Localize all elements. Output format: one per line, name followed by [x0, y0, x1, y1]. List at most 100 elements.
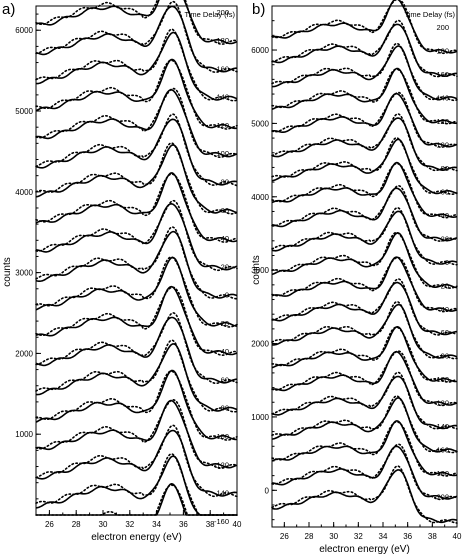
- delay-label: - 20: [216, 319, 229, 328]
- y-tick-label: 5000: [251, 119, 269, 128]
- trace-model-17: [271, 395, 458, 454]
- trace-model-19: [271, 443, 458, 501]
- delay-label: -140: [434, 422, 449, 431]
- delay-label: - 20: [436, 281, 449, 290]
- panel-label: a): [2, 1, 15, 18]
- trace-measured-7: [271, 161, 458, 218]
- legend-title: Time Delay (fs): [404, 10, 455, 19]
- x-tick-label: 26: [45, 520, 54, 529]
- delay-label: 100: [216, 149, 229, 158]
- delay-label: 40: [441, 211, 449, 220]
- plot-frame: [271, 5, 458, 528]
- y-tick-label: 1000: [15, 430, 33, 439]
- trace-model-15: [35, 398, 238, 470]
- delay-label: 180: [436, 46, 449, 55]
- delay-label: 80: [221, 177, 229, 186]
- delay-label: - 80: [216, 404, 229, 413]
- x-tick-label: 32: [125, 520, 134, 529]
- y-tick-label: 1000: [251, 413, 269, 422]
- delay-label: 60: [221, 206, 229, 215]
- trace-measured-16: [35, 429, 238, 497]
- delay-label: 120: [216, 121, 229, 130]
- delay-label: 20: [441, 234, 449, 243]
- y-tick-label: 2000: [251, 340, 269, 349]
- trace-model-0: [35, 0, 238, 45]
- delay-label: 160: [436, 70, 449, 79]
- delay-label: 80: [441, 164, 449, 173]
- trace-measured-6: [271, 138, 458, 195]
- chart-panel-b: b)26 28 30 32 34 36 38 400100020003000400050006…: [251, 0, 462, 555]
- trace-model-4: [35, 87, 238, 158]
- trace-measured-5: [271, 117, 458, 171]
- delay-label: -180: [434, 469, 449, 478]
- x-tick-label: 32: [354, 532, 363, 541]
- trace-model-10: [35, 256, 238, 328]
- trace-model-0: [271, 0, 458, 55]
- trace-measured-14: [271, 326, 457, 383]
- trace-measured-4: [35, 89, 238, 158]
- delay-label: - 60: [216, 375, 229, 384]
- trace-model-2: [271, 42, 458, 102]
- trace-measured-11: [271, 256, 458, 312]
- x-axis-title: electron energy (eV): [91, 532, 182, 543]
- trace-measured-2: [272, 45, 458, 101]
- trace-measured-0: [271, 0, 458, 54]
- x-tick-label: 30: [99, 520, 108, 529]
- trace-measured-3: [271, 67, 458, 124]
- trace-measured-10: [35, 256, 238, 327]
- x-axis-title: electron energy (eV): [319, 544, 410, 555]
- trace-measured-15: [35, 399, 238, 469]
- trace-measured-2: [35, 31, 238, 101]
- trace-model-12: [271, 278, 458, 336]
- x-tick-label: 26: [280, 532, 289, 541]
- trace-model-4: [271, 91, 458, 149]
- delay-label: 20: [221, 262, 229, 271]
- x-tick-label: 40: [453, 532, 462, 541]
- delay-label: - 40: [216, 347, 229, 356]
- panel-label: b): [252, 1, 265, 18]
- trace-measured-3: [35, 58, 238, 130]
- trace-model-6: [271, 137, 458, 195]
- trace-measured-1: [271, 23, 457, 77]
- trace-measured-12: [271, 281, 457, 336]
- delay-label: -100: [434, 375, 449, 384]
- y-axis-title: counts: [2, 257, 13, 286]
- trace-measured-13: [271, 303, 458, 359]
- trace-measured-18: [36, 483, 237, 516]
- x-tick-label: 28: [305, 532, 314, 541]
- delay-label: 160: [216, 64, 229, 73]
- delay-label: -160: [214, 517, 229, 526]
- delay-label: -140: [214, 489, 229, 498]
- x-tick-label: 28: [72, 520, 81, 529]
- trace-measured-8: [35, 203, 238, 271]
- trace-model-9: [271, 206, 458, 266]
- trace-model-8: [271, 185, 458, 242]
- x-tick-label: 38: [428, 532, 437, 541]
- trace-measured-13: [35, 343, 238, 412]
- x-tick-label: 40: [233, 520, 242, 529]
- trace-measured-11: [35, 285, 238, 356]
- legend-title: Time Delay (fs): [184, 10, 235, 19]
- trace-model-13: [35, 339, 238, 413]
- trace-measured-1: [35, 5, 237, 73]
- y-tick-label: 3000: [251, 266, 269, 275]
- trace-model-13: [271, 301, 458, 360]
- y-axis-title: counts: [251, 255, 262, 284]
- trace-measured-4: [271, 92, 458, 148]
- y-tick-label: 5000: [15, 107, 33, 116]
- delay-label: 100: [436, 140, 449, 149]
- trace-measured-7: [35, 172, 238, 243]
- trace-model-2: [35, 28, 238, 102]
- trace-measured-10: [271, 232, 458, 289]
- delay-label: - 60: [436, 328, 449, 337]
- delay-label: - 80: [436, 352, 449, 361]
- delay-label: -100: [214, 432, 229, 441]
- trace-model-8: [35, 199, 238, 272]
- trace-measured-8: [271, 187, 458, 242]
- x-tick-label: 36: [403, 532, 412, 541]
- y-tick-label: 2000: [15, 349, 33, 358]
- chart-panel-a: a)26 28 30 32 34 36 38 401000200030004000500060…: [2, 0, 242, 543]
- delay-label: 0: [225, 291, 229, 300]
- trace-model-6: [35, 142, 238, 215]
